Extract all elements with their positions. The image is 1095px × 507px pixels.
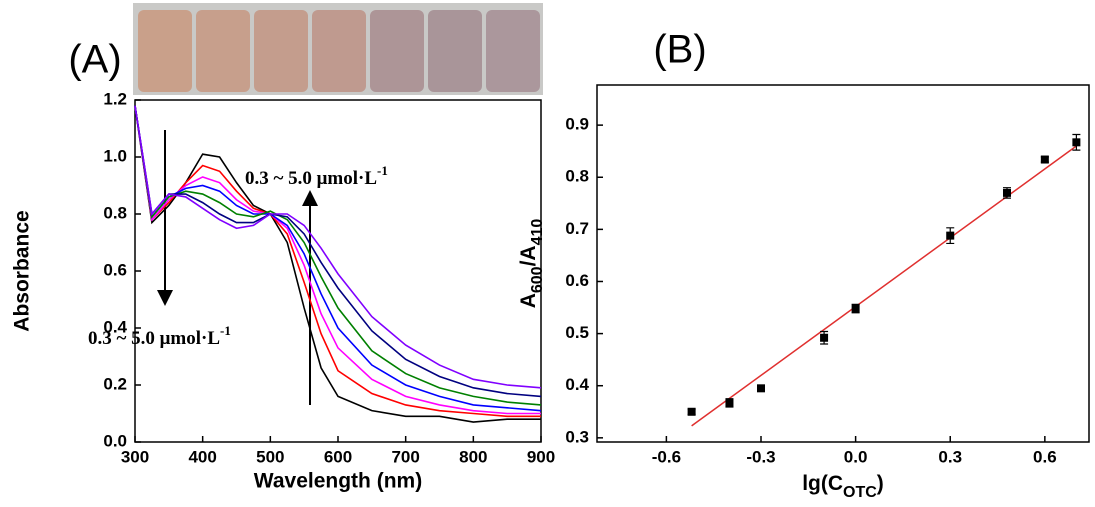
data-point bbox=[851, 304, 860, 313]
y-axis-label-part: 410 bbox=[529, 219, 546, 246]
y-tick-label: 0.0 bbox=[103, 431, 127, 450]
x-tick-label: 900 bbox=[527, 447, 555, 466]
data-point bbox=[687, 407, 696, 416]
x-tick-label: 300 bbox=[121, 447, 149, 466]
y-tick-label: 0.8 bbox=[565, 167, 589, 186]
annotation-sup: -1 bbox=[220, 323, 231, 338]
y-axis-label-part: A bbox=[517, 293, 540, 308]
plot-frame bbox=[134, 99, 542, 443]
annotation: 0.3 ~ 5.0 μmol·L-1 bbox=[245, 163, 388, 189]
y-tick-label: 0.2 bbox=[103, 374, 127, 393]
x-tick-label: 600 bbox=[324, 447, 352, 466]
data-point bbox=[1003, 188, 1011, 197]
spectrum-line bbox=[134, 105, 541, 415]
spectrum-line bbox=[134, 105, 542, 406]
x-tick-label: 0.3 bbox=[938, 447, 962, 466]
y-axis-label: A600/A410 bbox=[517, 219, 546, 309]
y-tick-label: 0.5 bbox=[565, 323, 589, 342]
y-tick-label: 0.4 bbox=[565, 375, 589, 394]
panel-title: (B) bbox=[653, 28, 706, 72]
x-tick-label: 500 bbox=[256, 447, 284, 466]
data-point bbox=[1072, 138, 1081, 147]
panel-title: (A) bbox=[68, 38, 121, 82]
vial-photo bbox=[133, 3, 543, 95]
annotation: 0.3 ~ 5.0 μmol·L-1 bbox=[88, 323, 231, 349]
data-point bbox=[820, 333, 829, 342]
x-tick-label: 800 bbox=[459, 447, 487, 466]
y-axis-label-part: /A bbox=[517, 245, 540, 266]
y-tick-label: 0.9 bbox=[565, 115, 589, 134]
spectrum-line bbox=[134, 105, 542, 412]
x-axis-label-part: OTC bbox=[843, 484, 877, 501]
annotation-text: 0.3 ~ 5.0 μmol·L bbox=[88, 328, 220, 349]
annotation-text: 0.3 ~ 5.0 μmol·L bbox=[245, 168, 377, 189]
data-point bbox=[1040, 155, 1049, 164]
annotation-sup: -1 bbox=[377, 163, 388, 178]
x-tick-label: 0.6 bbox=[1033, 447, 1057, 466]
y-axis-label-part: 600 bbox=[529, 266, 546, 293]
x-axis-label-part: lg(C bbox=[802, 472, 843, 495]
x-tick-label: -0.6 bbox=[652, 447, 681, 466]
spectrum-line bbox=[134, 105, 542, 389]
x-axis-label: Wavelength (nm) bbox=[254, 470, 422, 493]
plot-frame bbox=[596, 84, 1090, 443]
y-tick-label: 0.6 bbox=[103, 260, 127, 279]
y-tick-label: 1.0 bbox=[103, 146, 127, 165]
x-axis-label-part: ) bbox=[877, 472, 884, 495]
fit-line bbox=[691, 145, 1077, 427]
y-tick-label: 0.8 bbox=[103, 203, 127, 222]
y-tick-label: 0.7 bbox=[565, 219, 589, 238]
x-tick-label: 400 bbox=[188, 447, 216, 466]
data-point bbox=[946, 231, 955, 240]
x-tick-label: 0.0 bbox=[844, 447, 868, 466]
data-point bbox=[757, 384, 765, 393]
y-tick-label: 0.3 bbox=[565, 427, 589, 446]
spectrum-line bbox=[134, 105, 541, 423]
y-tick-label: 0.4 bbox=[103, 317, 127, 336]
spectrum-line bbox=[134, 105, 542, 398]
y-tick-label: 0.6 bbox=[565, 271, 589, 290]
spectrum-line bbox=[134, 105, 541, 418]
y-tick-label: 1.2 bbox=[103, 89, 127, 108]
y-axis-label: Absorbance bbox=[11, 210, 34, 331]
x-tick-label: 700 bbox=[391, 447, 419, 466]
data-point bbox=[725, 398, 734, 407]
x-tick-label: -0.3 bbox=[746, 447, 775, 466]
x-axis-label: lg(COTC) bbox=[802, 472, 884, 501]
